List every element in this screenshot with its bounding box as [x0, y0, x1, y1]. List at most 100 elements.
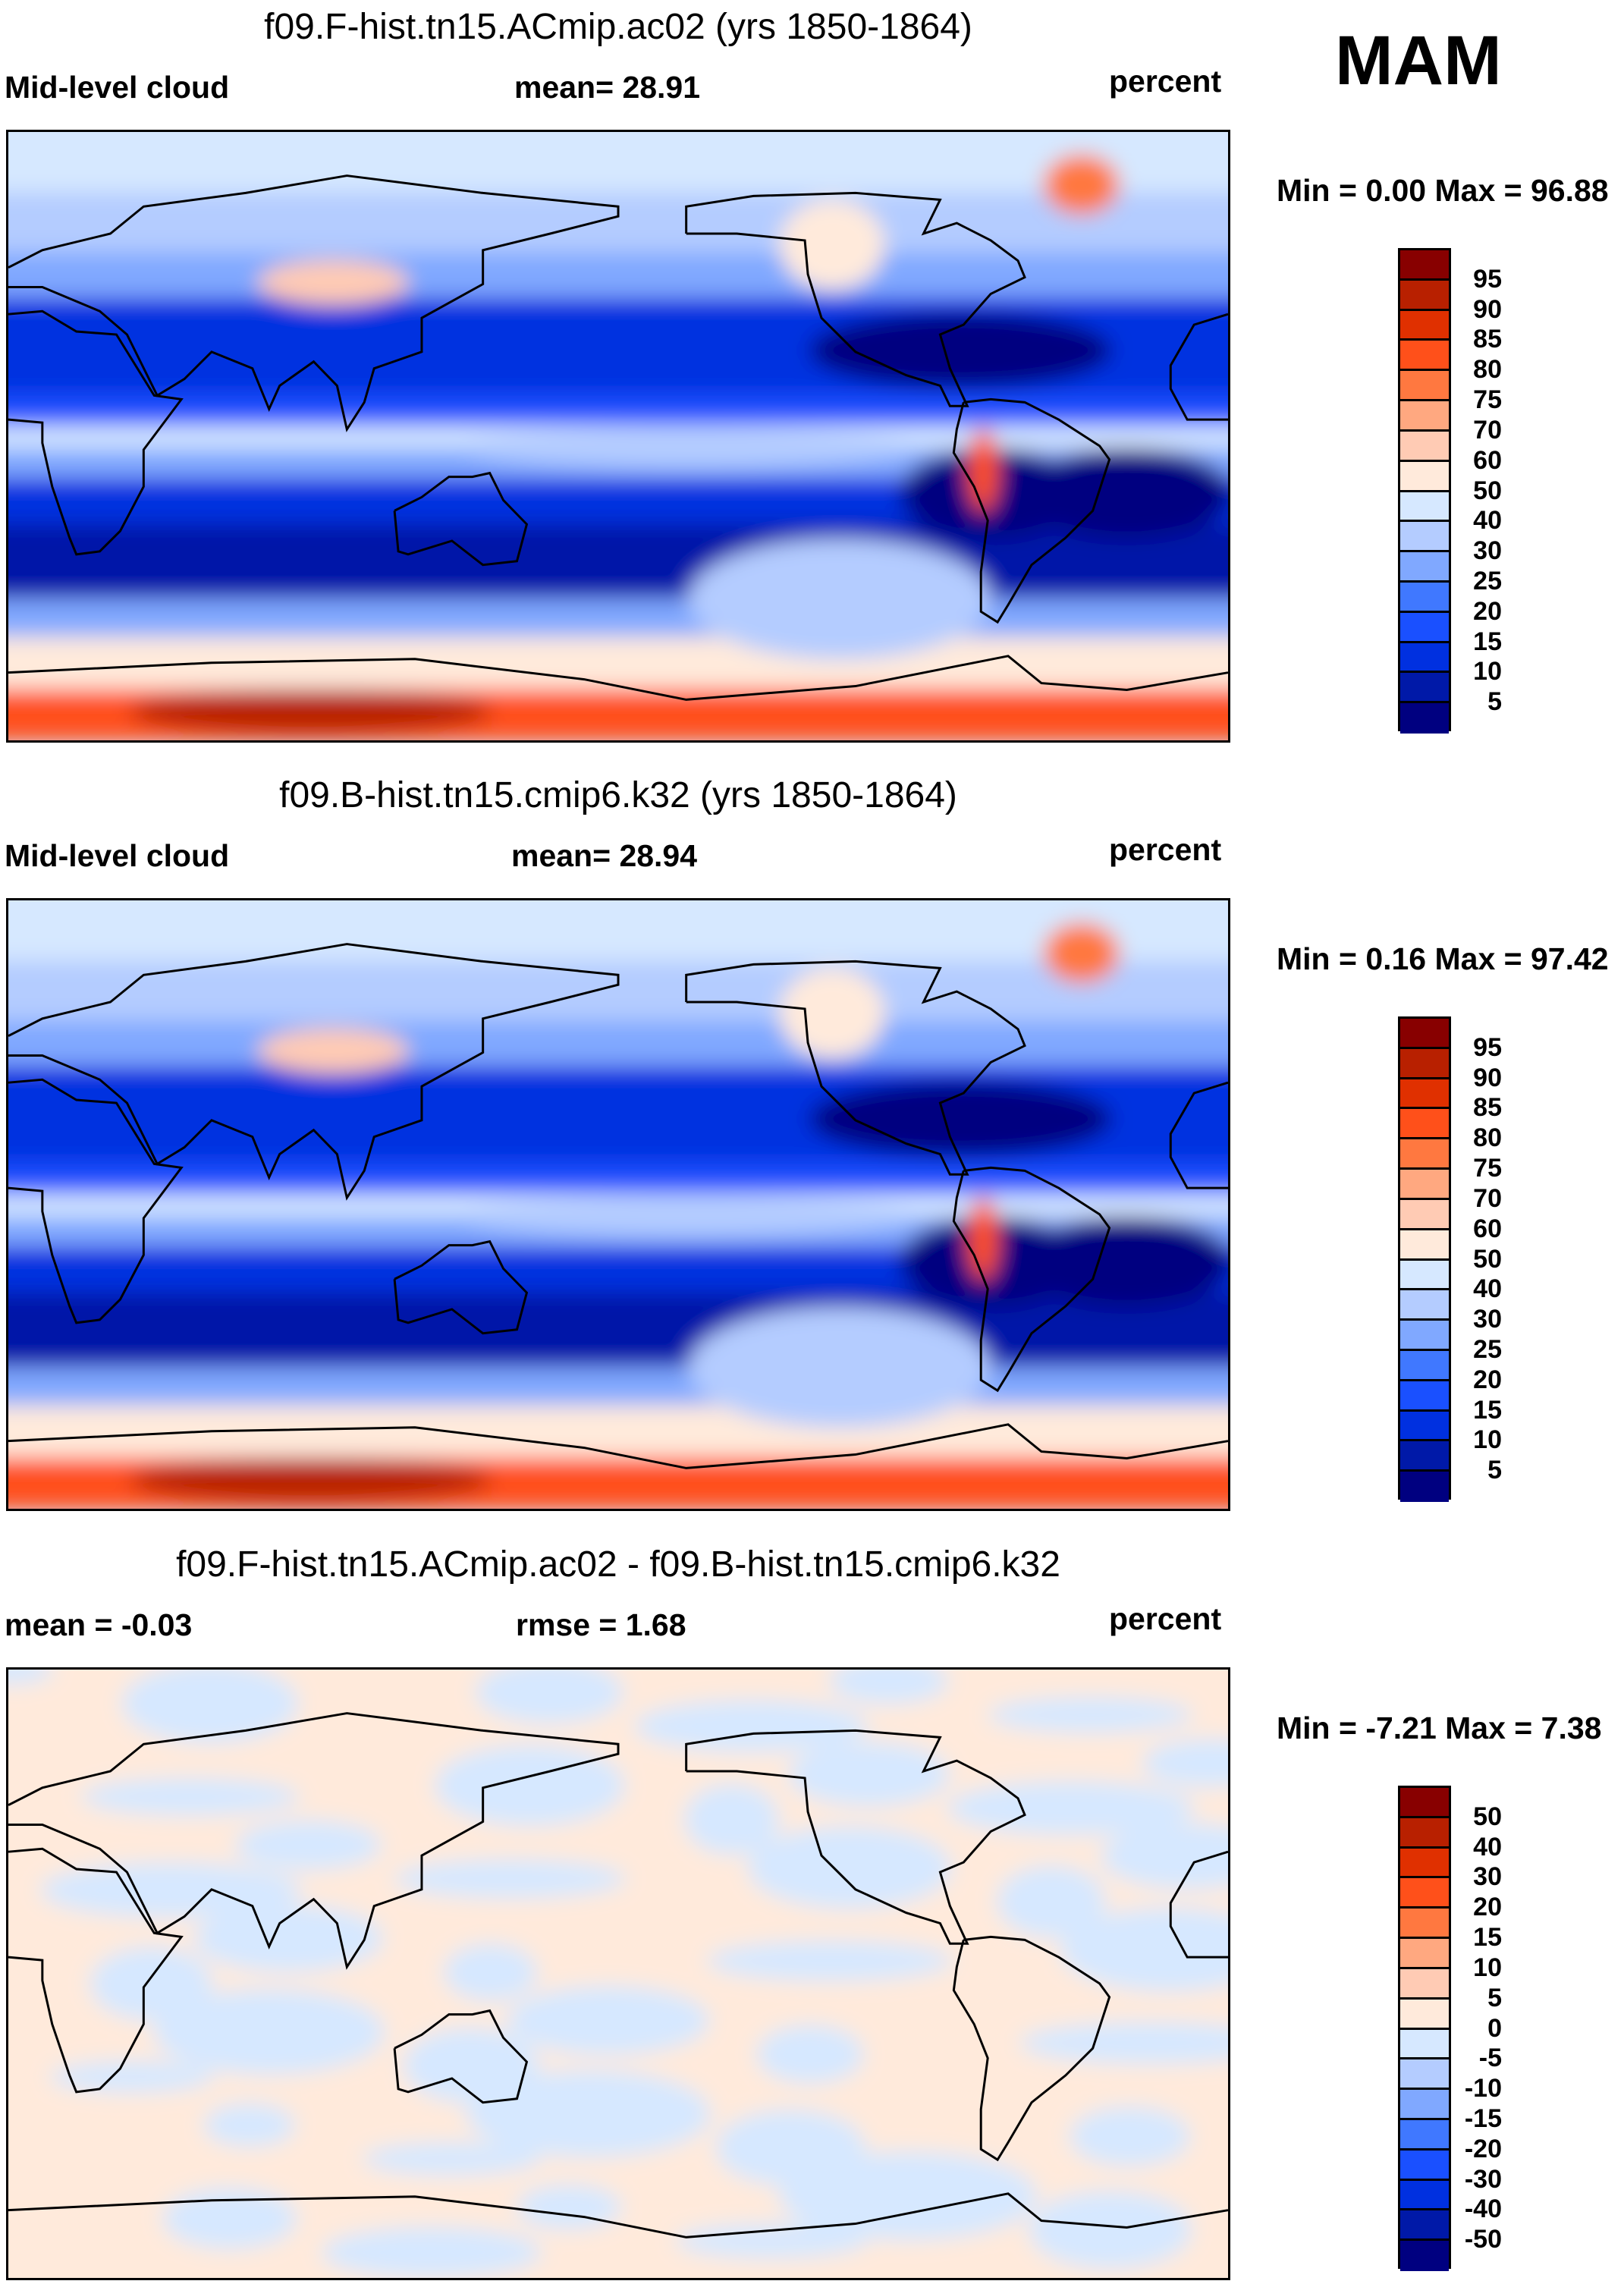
colorbar-swatch — [1400, 2210, 1449, 2242]
left-label: Mid-level cloud — [5, 70, 230, 105]
colorbar-swatch — [1400, 1878, 1449, 1909]
colorbar-swatch — [1400, 1350, 1449, 1381]
colorbar-tick-label: 5 — [1487, 687, 1502, 717]
colorbar-tick-label: 75 — [1473, 1154, 1502, 1183]
field-patch — [443, 1943, 538, 2001]
field-patch — [153, 1988, 385, 2075]
colorbar-tick-label: 60 — [1473, 445, 1502, 475]
colorbar-swatch — [1400, 703, 1449, 734]
field-band — [8, 598, 1228, 637]
map-panel — [6, 1667, 1230, 2280]
colorbar-swatch — [1400, 1321, 1449, 1351]
colorbar-swatch — [1400, 1472, 1449, 1502]
colorbar-swatch — [1400, 431, 1449, 462]
colorbar-tick-label: 70 — [1473, 415, 1502, 445]
field-patch — [39, 1862, 302, 1918]
field-band — [8, 1292, 1228, 1368]
colorbar-tick-label: 20 — [1473, 1365, 1502, 1394]
colorbar — [1398, 1786, 1451, 2271]
coastline-samerica — [952, 1166, 1111, 1393]
map-field — [8, 1670, 1228, 2278]
left-label: mean = -0.03 — [5, 1607, 193, 1642]
field-band — [8, 192, 1228, 253]
field-patch — [466, 2070, 711, 2158]
coastline-namerica — [685, 191, 1026, 407]
colorbar-swatch — [1400, 250, 1449, 281]
field-patch — [747, 1826, 952, 1909]
colorbar-tick-label: 80 — [1473, 1123, 1502, 1153]
coastline-namerica — [685, 960, 1026, 1176]
field-patch — [1142, 1739, 1228, 1787]
center-label: rmse = 1.68 — [516, 1607, 686, 1642]
colorbar-swatch — [1400, 522, 1449, 553]
map-panel — [6, 130, 1230, 743]
colorbar-swatch — [1400, 1817, 1449, 1849]
field-patch — [321, 2226, 542, 2278]
colorbar-tick-label: 25 — [1473, 1334, 1502, 1364]
colorbar-tick-label: 30 — [1473, 1305, 1502, 1334]
units-label: percent — [1109, 64, 1222, 99]
field-patch — [80, 1777, 300, 1816]
minmax-label: Min = 0.00 Max = 96.88 — [1277, 173, 1609, 208]
map-field — [8, 132, 1228, 740]
colorbar-tick-label: 50 — [1473, 1244, 1502, 1274]
colorbar-swatch — [1400, 1909, 1449, 1940]
colorbar-tick-label: 50 — [1473, 476, 1502, 505]
colorbar-tick-label: 50 — [1473, 1802, 1502, 1831]
colorbar-swatch — [1400, 1048, 1449, 1079]
colorbar-swatch — [1400, 1139, 1449, 1170]
colorbar-tick-label: -5 — [1478, 2044, 1502, 2073]
panel-title: f09.F-hist.tn15.ACmip.ac02 - f09.B-hist.… — [176, 1544, 1060, 1585]
colorbar-swatch — [1400, 1260, 1449, 1291]
colorbar-swatch — [1400, 1199, 1449, 1230]
field-band — [8, 1020, 1228, 1067]
colorbar-tick-label: 95 — [1473, 1032, 1502, 1062]
colorbar-tick-label: 15 — [1473, 1395, 1502, 1425]
colorbar — [1398, 248, 1451, 734]
colorbar-tick-label: 80 — [1473, 355, 1502, 385]
colorbar-swatch — [1400, 582, 1449, 613]
colorbar-swatch — [1400, 1019, 1449, 1049]
colorbar-swatch — [1400, 280, 1449, 311]
field-band — [8, 900, 1228, 961]
colorbar-swatch — [1400, 492, 1449, 523]
colorbar-swatch — [1400, 371, 1449, 402]
field-band — [8, 960, 1228, 1021]
map-field — [8, 900, 1228, 1509]
season-label: MAM — [1335, 22, 1502, 99]
colorbar-swatch — [1400, 2180, 1449, 2211]
coastline-africa — [8, 1847, 184, 2094]
coastline-antarctica — [8, 655, 1228, 701]
colorbar-tick-label: 15 — [1473, 627, 1502, 656]
field-band — [8, 132, 1228, 193]
field-patch — [394, 1859, 627, 1899]
field-patch — [674, 2223, 867, 2259]
coastline-eurasia — [8, 943, 620, 1201]
coastline-australia — [393, 2009, 529, 2104]
colorbar-tick-label: 5 — [1487, 1456, 1502, 1485]
colorbar-tick-label: 85 — [1473, 1093, 1502, 1123]
coastline-africa — [8, 309, 184, 556]
colorbar-tick-label: -20 — [1464, 2134, 1502, 2163]
colorbar-tick-label: 70 — [1473, 1183, 1502, 1213]
colorbar-tick-label: 30 — [1473, 1862, 1502, 1892]
map-panel — [6, 898, 1230, 1511]
center-label: mean= 28.91 — [514, 70, 701, 105]
colorbar-swatch — [1400, 1939, 1449, 1969]
coastline-antarctica — [8, 2192, 1228, 2238]
colorbar-swatch — [1400, 401, 1449, 432]
colorbar-swatch — [1400, 1999, 1449, 2030]
minmax-label: Min = -7.21 Max = 7.38 — [1277, 1711, 1602, 1745]
field-patch — [633, 1699, 869, 1753]
panel-title: f09.B-hist.tn15.cmip6.k32 (yrs 1850-1864… — [279, 775, 957, 815]
field-patch — [8, 1670, 54, 1685]
colorbar-swatch — [1400, 2090, 1449, 2120]
colorbar-swatch — [1400, 1109, 1449, 1140]
colorbar-tick-label: -15 — [1464, 2103, 1502, 2133]
field-patch — [516, 2184, 622, 2230]
colorbar-swatch — [1400, 2029, 1449, 2060]
field-patch — [234, 1820, 382, 1871]
field-patch — [706, 1940, 953, 1981]
field-band — [8, 252, 1228, 298]
field-patch — [362, 2142, 541, 2176]
